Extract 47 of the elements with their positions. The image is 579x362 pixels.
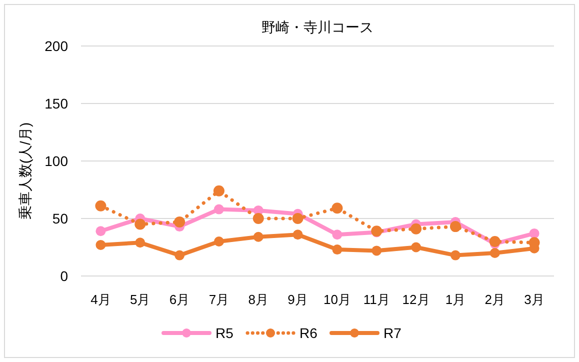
point bbox=[213, 185, 224, 196]
point bbox=[292, 213, 304, 224]
y-tick-label: 50 bbox=[52, 210, 68, 226]
y-axis-title: 乗車人数(人/月) bbox=[17, 122, 33, 220]
point bbox=[252, 213, 264, 224]
x-tick-label: 11月 bbox=[363, 292, 390, 307]
x-tick-label: 6月 bbox=[169, 292, 190, 307]
point bbox=[489, 236, 500, 247]
x-tick-label: 8月 bbox=[248, 292, 268, 307]
point bbox=[174, 250, 185, 260]
x-tick-label: 2月 bbox=[484, 292, 505, 307]
legend-label: R6 bbox=[300, 325, 318, 341]
point bbox=[253, 232, 264, 242]
point bbox=[450, 250, 460, 260]
chart-title: 野崎・寺川コース bbox=[262, 19, 374, 35]
legend-label: R7 bbox=[384, 325, 402, 341]
point bbox=[332, 202, 343, 214]
y-tick-label: 100 bbox=[44, 153, 68, 169]
point bbox=[332, 230, 342, 240]
point bbox=[292, 230, 303, 240]
point bbox=[214, 236, 224, 246]
x-tick-label: 4月 bbox=[90, 292, 111, 307]
x-tick-label: 9月 bbox=[288, 292, 308, 307]
legend-label: R5 bbox=[216, 325, 234, 341]
point bbox=[214, 204, 224, 214]
point bbox=[174, 216, 186, 228]
y-tick-label: 200 bbox=[44, 38, 68, 54]
y-tick-label: 150 bbox=[44, 96, 68, 112]
point bbox=[96, 240, 106, 250]
point bbox=[529, 228, 540, 238]
x-tick-label: 10月 bbox=[323, 292, 351, 307]
x-tick-label: 7月 bbox=[208, 292, 230, 307]
point bbox=[411, 242, 422, 252]
point bbox=[95, 200, 106, 212]
x-tick-label: 1月 bbox=[445, 292, 466, 307]
point bbox=[490, 248, 500, 258]
point bbox=[332, 244, 342, 255]
point bbox=[372, 246, 382, 256]
x-tick-label: 3月 bbox=[524, 292, 544, 307]
point bbox=[450, 221, 461, 232]
point bbox=[135, 238, 146, 248]
point bbox=[410, 223, 422, 234]
point bbox=[134, 218, 146, 230]
y-tick-label: 0 bbox=[60, 268, 68, 284]
x-tick-label: 5月 bbox=[130, 292, 150, 307]
point bbox=[96, 226, 106, 236]
x-tick-label: 12月 bbox=[402, 292, 430, 307]
